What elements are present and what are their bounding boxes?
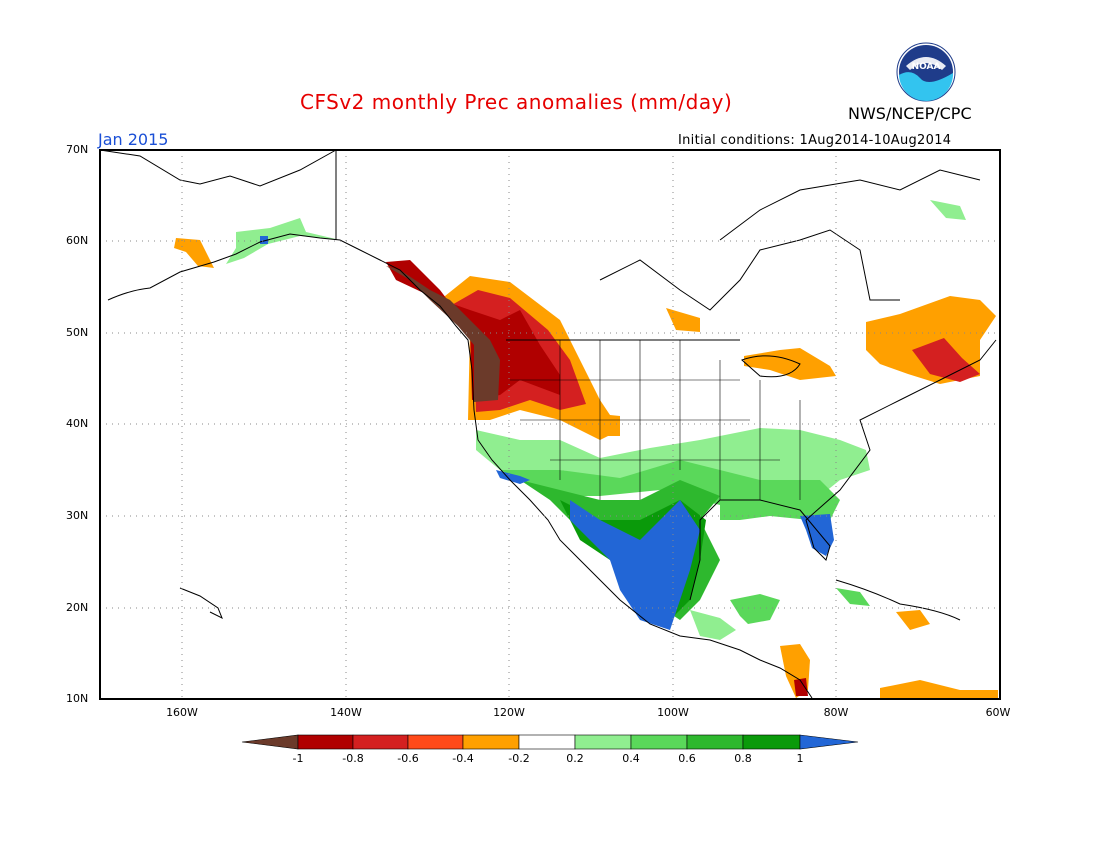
noaa-logo-text: NOAA (912, 62, 941, 72)
colorbar-label: 0.6 (678, 752, 696, 765)
anomaly-blue-florida (800, 514, 834, 556)
lon-label: 60W (985, 706, 1011, 719)
colorbar-label: -0.2 (508, 752, 530, 765)
colorbar-cell (574, 734, 632, 750)
noaa-logo-icon: NOAA (896, 42, 956, 102)
anomaly-green-labrador (930, 200, 966, 220)
colorbar-cell (297, 734, 354, 750)
lat-label: 10N (66, 692, 89, 705)
colorbar-label: 1 (796, 752, 804, 765)
anomaly-fill (174, 200, 998, 698)
lon-label: 160W (166, 706, 198, 719)
anomaly-blue-alaska (260, 236, 268, 244)
agency-label: NWS/NCEP/CPC (848, 104, 972, 123)
colorbar-cell (686, 734, 744, 750)
lon-label: 120W (493, 706, 525, 719)
colorbar-label: 0.2 (566, 752, 584, 765)
anomaly-green-yucatan (730, 594, 780, 624)
lon-label: 80W (823, 706, 849, 719)
colorbar-cell (630, 734, 688, 750)
colorbar-label: 0.8 (734, 752, 752, 765)
lon-label: 140W (330, 706, 362, 719)
colorbar (241, 734, 859, 750)
colorbar-cell (518, 734, 576, 750)
anomaly-orange-dakota (600, 414, 620, 436)
initial-conditions: Initial conditions: 1Aug2014-10Aug2014 (678, 133, 952, 148)
lon-label: 100W (657, 706, 689, 719)
colorbar-label: -0.8 (342, 752, 364, 765)
anomaly-orange-venezuela (880, 680, 998, 698)
colorbar-cell (462, 734, 520, 750)
anomaly-green-cuba (836, 588, 870, 606)
political-borders (510, 340, 801, 500)
lat-label: 50N (66, 326, 89, 339)
map-frame (99, 149, 1001, 700)
colorbar-label: 0.4 (622, 752, 640, 765)
forecast-period: Jan 2015 (98, 130, 169, 149)
lat-label: 30N (66, 509, 89, 522)
lat-label: 70N (66, 143, 89, 156)
colorbar-low-arrow (241, 734, 299, 750)
colorbar-label: -0.4 (452, 752, 474, 765)
colorbar-cell (352, 734, 409, 750)
map-title: CFSv2 monthly Prec anomalies (mm/day) (300, 90, 733, 114)
colorbar-cell (407, 734, 464, 750)
anomaly-brown-pnw (386, 266, 500, 402)
anomaly-blue-mexico (570, 500, 700, 630)
anomaly-red-quebec (912, 338, 980, 382)
anomaly-orange-alaska (174, 238, 214, 268)
anomaly-orange-greatlakes (744, 348, 836, 380)
coastline (99, 149, 997, 699)
anomaly-lightgreen-central (690, 610, 736, 640)
anomaly-darkred-panama (794, 678, 808, 696)
lat-label: 20N (66, 601, 89, 614)
colorbar-label: -1 (292, 752, 304, 765)
anomaly-orange-carib (896, 610, 930, 630)
colorbar-high-arrow (799, 734, 859, 750)
anomaly-green-alaska (226, 218, 340, 264)
grid-lines (100, 150, 1000, 699)
anomaly-orange-hudson (666, 308, 700, 332)
colorbar-cell (742, 734, 801, 750)
colorbar-label: -0.6 (397, 752, 419, 765)
lat-label: 60N (66, 234, 89, 247)
lat-label: 40N (66, 417, 89, 430)
